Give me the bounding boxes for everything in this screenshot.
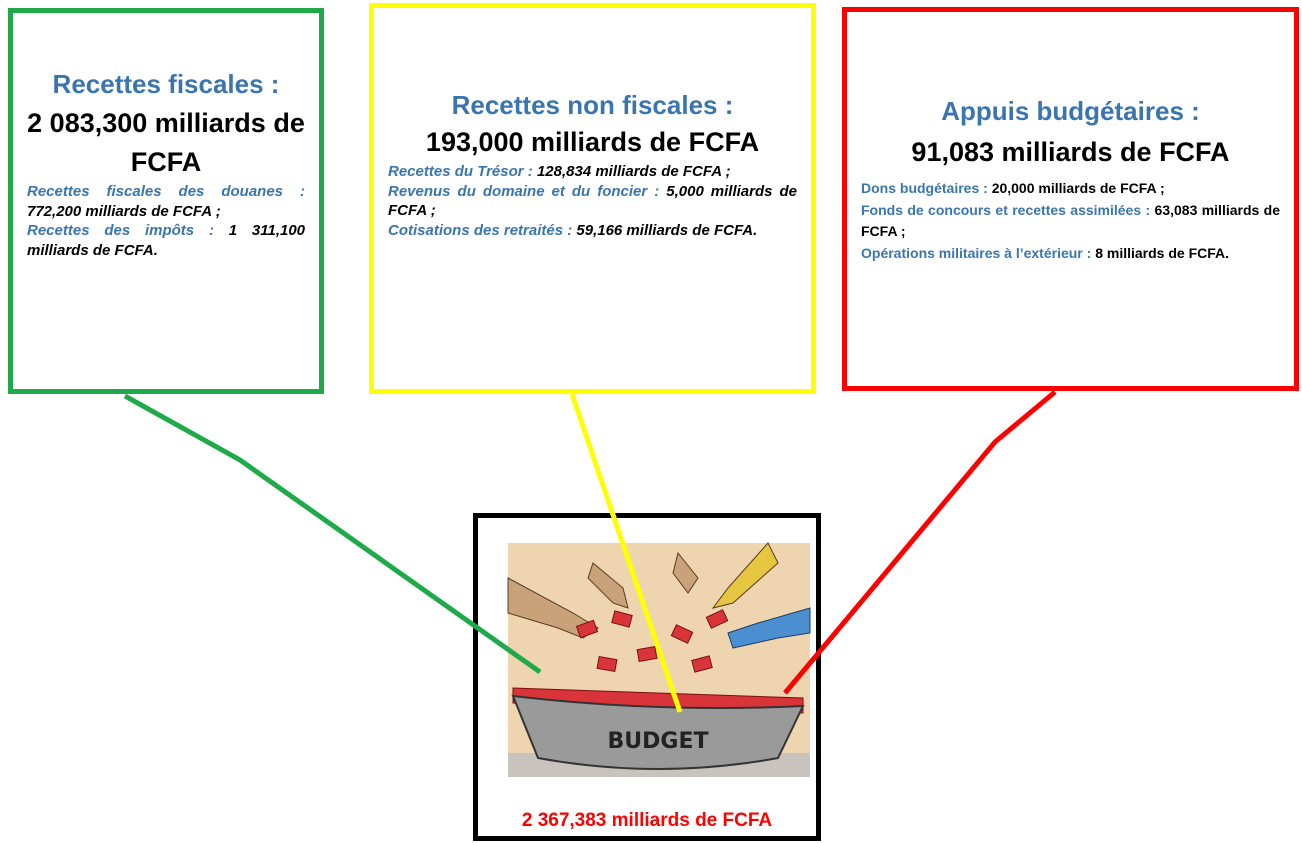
box-amount: 2 083,300 milliards de FCFA [27,104,305,182]
item-label: Recettes des impôts : [27,222,214,239]
box-non-fiscal: Recettes non fiscales : 193,000 milliard… [369,3,816,394]
item-label: Fonds de concours et recettes assimilées… [861,202,1150,218]
box-title: Recettes fiscales : [27,69,305,100]
budget-illustration: BUDGET [478,518,816,798]
budget-box: BUDGET 2 367,383 milliards de FCFA [473,513,821,841]
item-value: 59,166 milliards de FCFA. [576,222,757,239]
item-label: Revenus du domaine et du foncier : [388,183,659,200]
item-label: Cotisations des retraités : [388,222,572,239]
item-label: Recettes du Trésor : [388,163,533,180]
item-value: 772,200 milliards de FCFA ; [27,203,221,220]
bowl-label: BUDGET [608,729,709,754]
total: 2 367,383 milliards de FCFA [478,810,816,832]
page: Recettes fiscales : 2 083,300 milliards … [0,0,1302,843]
box-items: Dons budgétaires : 20,000 milliards de F… [861,178,1280,265]
box-appuis: Appuis budgétaires : 91,083 milliards de… [842,7,1299,391]
box-fiscal: Recettes fiscales : 2 083,300 milliards … [8,8,324,394]
item-value: 128,834 milliards de FCFA ; [537,163,731,180]
box-items: Recettes fiscales des douanes : 772,200 … [27,182,305,260]
box-title: Recettes non fiscales : [388,90,797,121]
item-label: Opérations militaires à l’extérieur : [861,245,1091,261]
box-title: Appuis budgétaires : [861,96,1280,127]
item-label: Recettes fiscales des douanes : [27,183,305,200]
connector-red [785,392,1055,693]
item-value: 20,000 milliards de FCFA ; [992,180,1165,196]
box-amount: 193,000 milliards de FCFA [388,125,797,160]
box-items: Recettes du Trésor : 128,834 milliards d… [388,162,797,240]
box-amount: 91,083 milliards de FCFA [861,135,1280,170]
item-value: 8 milliards de FCFA. [1095,245,1229,261]
item-label: Dons budgétaires : [861,180,988,196]
